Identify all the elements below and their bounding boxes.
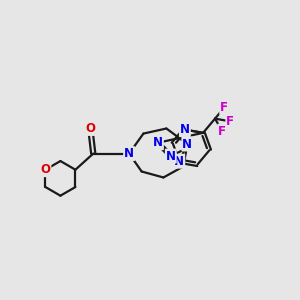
Text: N: N <box>182 137 192 151</box>
Text: N: N <box>153 136 163 149</box>
Text: F: F <box>220 101 228 114</box>
Text: N: N <box>124 147 134 160</box>
Text: F: F <box>226 115 234 128</box>
Text: O: O <box>40 163 50 176</box>
Text: N: N <box>174 155 184 168</box>
Text: F: F <box>218 124 226 138</box>
Text: N: N <box>180 123 190 136</box>
Text: O: O <box>85 122 95 135</box>
Text: N: N <box>166 150 176 163</box>
